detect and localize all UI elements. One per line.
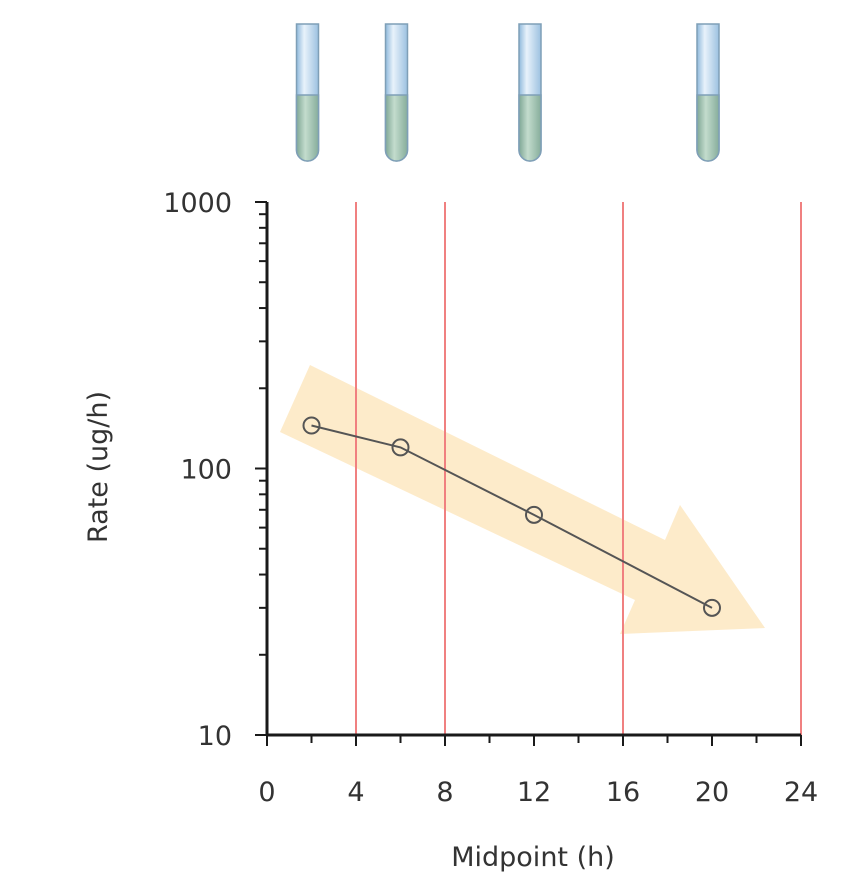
interval-boundaries: [355, 202, 802, 735]
data-series: [302, 416, 721, 617]
x-tick-label: 24: [784, 777, 818, 808]
tick-labels: 0 4 8 12 16 20 24 10 100 1000: [163, 188, 818, 808]
data-point: [302, 416, 321, 435]
tube-liquid: [384, 94, 409, 162]
x-axis-title: Midpoint (h): [451, 842, 615, 873]
axes: [255, 201, 802, 746]
data-point: [525, 505, 543, 524]
trend-arrow-shape: [280, 365, 765, 634]
test-tube-icon: [384, 23, 409, 162]
sample-tubes: [295, 23, 720, 162]
x-tick-label: 12: [517, 777, 551, 808]
y-tick-label: 1000: [163, 188, 232, 219]
x-tick-label: 20: [695, 777, 729, 808]
data-point: [703, 598, 721, 617]
tube-liquid: [696, 94, 720, 162]
x-tick-label: 0: [258, 777, 275, 808]
test-tube-icon: [518, 23, 542, 162]
test-tube-icon: [295, 23, 320, 162]
x-tick-label: 16: [606, 777, 640, 808]
x-tick-label: 8: [436, 777, 453, 808]
y-tick-label: 10: [198, 721, 232, 752]
series-line: [311, 424, 713, 609]
test-tube-icon: [696, 23, 720, 162]
data-point: [391, 438, 410, 457]
tube-liquid: [518, 94, 542, 162]
tube-liquid: [295, 94, 320, 162]
trend-arrow: [280, 365, 765, 634]
x-tick-label: 4: [347, 777, 364, 808]
y-axis-title: Rate (ug/h): [83, 391, 114, 543]
y-tick-label: 100: [180, 455, 232, 486]
